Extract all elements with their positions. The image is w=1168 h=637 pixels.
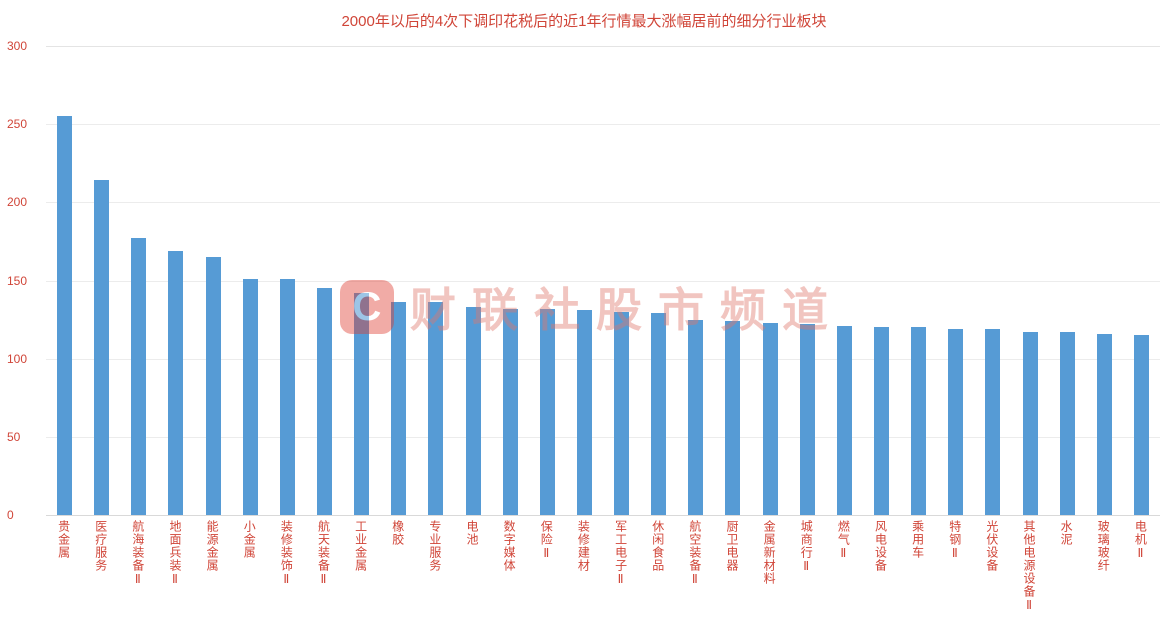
bar xyxy=(94,180,110,515)
bar xyxy=(1096,333,1112,515)
x-axis-label: 水泥 xyxy=(1059,520,1074,546)
x-axis-label: 航天装备Ⅱ xyxy=(316,520,331,587)
x-axis-label: 厨卫电器 xyxy=(724,520,739,572)
y-axis-label: 300 xyxy=(7,39,28,53)
bar xyxy=(799,324,815,515)
bar xyxy=(502,308,518,515)
bar xyxy=(762,322,778,515)
bar xyxy=(688,319,704,515)
gridline xyxy=(46,515,1160,516)
x-axis-label: 数字媒体 xyxy=(502,520,517,572)
bar xyxy=(576,310,592,515)
gridline xyxy=(46,436,1160,438)
bar xyxy=(651,313,667,515)
x-axis-label: 光伏设备 xyxy=(984,520,999,572)
bar xyxy=(1022,332,1038,515)
bar xyxy=(131,238,147,515)
bar xyxy=(725,321,741,515)
x-axis-label: 其他电源设备Ⅱ xyxy=(1022,520,1037,613)
x-axis-label: 地面兵装Ⅱ xyxy=(167,520,182,587)
bar xyxy=(874,327,889,515)
bar xyxy=(354,293,370,515)
gridline xyxy=(46,46,1160,47)
x-axis: 贵金属 医疗服务 航海装备Ⅱ 地面兵装Ⅱ 能源金属 小金属 装修装饰Ⅱ 航天装备Ⅱ 工业金属 橡胶… xyxy=(46,520,1160,637)
bar xyxy=(948,328,964,515)
bar xyxy=(836,325,852,515)
bar xyxy=(911,327,927,515)
plot-area xyxy=(46,46,1160,516)
bar xyxy=(205,257,221,515)
gridline xyxy=(46,280,1160,282)
gridline xyxy=(46,358,1160,360)
bar xyxy=(465,307,481,515)
x-axis-label: 装修建材 xyxy=(576,520,591,572)
bar xyxy=(428,302,444,515)
y-axis-label: 100 xyxy=(7,351,28,366)
y-axis-label: 200 xyxy=(7,195,28,210)
x-axis-label: 航海装备Ⅱ xyxy=(130,520,145,587)
y-axis-label: 50 xyxy=(7,429,21,444)
bar xyxy=(242,278,258,515)
x-axis-label: 医疗服务 xyxy=(93,520,108,572)
x-axis-label: 能源金属 xyxy=(205,520,220,572)
y-axis-label: 250 xyxy=(7,117,28,132)
x-axis-label: 休闲食品 xyxy=(650,520,665,572)
bar xyxy=(168,250,184,515)
x-axis-label: 专业服务 xyxy=(427,520,442,572)
chart-title: 2000年以后的4次下调印花税后的近1年行情最大涨幅居前的细分行业板块 xyxy=(341,13,827,30)
x-axis-label: 装修装饰Ⅱ xyxy=(279,520,294,587)
x-axis-label: 保险Ⅱ xyxy=(539,520,554,561)
bar xyxy=(317,288,332,515)
bar xyxy=(614,311,630,515)
y-axis-label: 0 xyxy=(7,508,14,522)
x-axis-label: 橡胶 xyxy=(390,520,405,546)
x-axis-label: 金属新材料 xyxy=(762,520,777,585)
x-axis-label: 军工电子Ⅱ xyxy=(613,520,628,587)
x-axis-label: 贵金属 xyxy=(56,520,71,559)
x-axis-label: 城商行Ⅱ xyxy=(799,520,814,574)
bar xyxy=(985,328,1001,515)
x-axis-label: 工业金属 xyxy=(353,520,368,572)
y-axis: 0 50 100 150 200 250 300 xyxy=(0,0,40,637)
gridline xyxy=(46,124,1160,126)
x-axis-label: 乘用车 xyxy=(910,520,925,559)
x-axis-label: 玻璃玻纤 xyxy=(1096,520,1111,572)
x-axis-label: 电池 xyxy=(465,520,480,546)
bar xyxy=(391,302,407,515)
x-axis-label: 特钢Ⅱ xyxy=(947,520,962,561)
x-axis-label: 航空装备Ⅱ xyxy=(687,520,702,587)
x-axis-label: 电机Ⅱ xyxy=(1133,520,1148,561)
bar xyxy=(1133,335,1149,515)
gridline xyxy=(46,202,1160,204)
x-axis-label: 燃气Ⅱ xyxy=(836,520,851,561)
bar xyxy=(57,116,73,515)
bar xyxy=(279,278,295,515)
y-axis-label: 150 xyxy=(7,273,28,288)
bar xyxy=(539,308,555,515)
bar xyxy=(1059,332,1075,515)
x-axis-label: 风电设备 xyxy=(873,520,888,572)
x-axis-label: 小金属 xyxy=(242,520,257,559)
